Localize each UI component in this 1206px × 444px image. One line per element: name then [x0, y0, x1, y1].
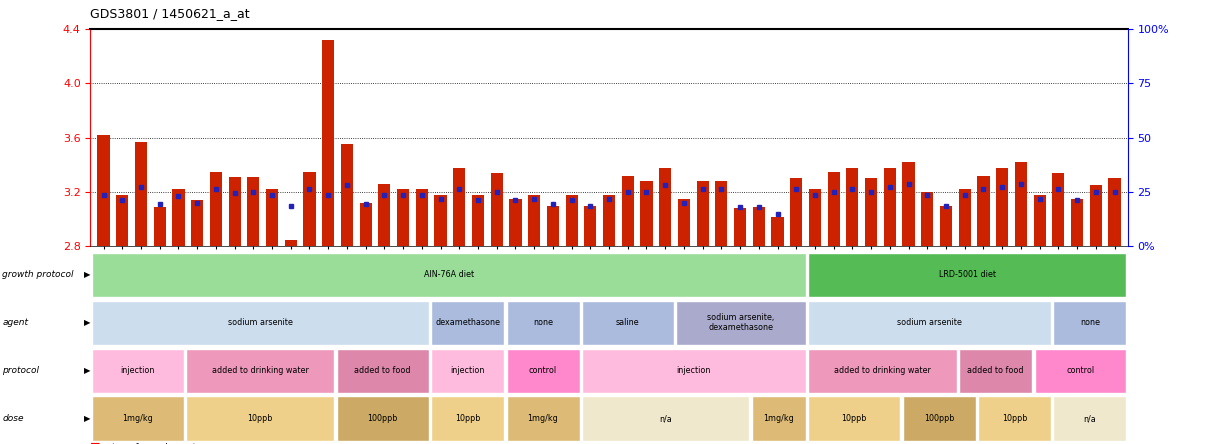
Text: sodium arsenite: sodium arsenite — [897, 318, 962, 327]
Bar — [210, 172, 222, 246]
Bar — [640, 181, 652, 246]
Bar — [827, 172, 839, 246]
Bar — [191, 200, 204, 246]
Bar — [359, 203, 371, 246]
Text: injection: injection — [121, 366, 154, 375]
Bar — [379, 184, 391, 246]
Text: 100ppb: 100ppb — [924, 414, 954, 423]
Bar — [247, 177, 259, 246]
Text: sodium arsenite: sodium arsenite — [228, 318, 293, 327]
Text: none: none — [533, 318, 554, 327]
Bar — [491, 173, 503, 246]
Bar — [772, 217, 784, 246]
Bar — [135, 142, 147, 246]
Bar — [697, 181, 709, 246]
Text: control: control — [529, 366, 557, 375]
Text: ■: ■ — [90, 442, 101, 444]
Text: 10ppb: 10ppb — [842, 414, 867, 423]
Text: none: none — [1079, 318, 1100, 327]
Bar — [416, 189, 428, 246]
Text: dexamethasone: dexamethasone — [435, 318, 500, 327]
Text: saline: saline — [616, 318, 639, 327]
Bar — [715, 181, 727, 246]
Bar — [603, 195, 615, 246]
Text: growth protocol: growth protocol — [2, 270, 74, 279]
Bar — [959, 189, 971, 246]
Bar — [865, 178, 877, 246]
Text: 1mg/kg: 1mg/kg — [763, 414, 794, 423]
Bar — [790, 178, 802, 246]
Bar — [528, 195, 540, 246]
Bar — [996, 167, 1008, 246]
Bar — [453, 167, 466, 246]
Bar — [98, 135, 110, 246]
Bar — [1090, 185, 1102, 246]
Text: agent: agent — [2, 318, 29, 327]
Bar — [847, 167, 859, 246]
Bar — [397, 189, 409, 246]
Bar — [285, 240, 297, 246]
Bar — [566, 195, 578, 246]
Bar — [267, 189, 279, 246]
Bar — [509, 199, 521, 246]
Bar — [172, 189, 185, 246]
Bar — [621, 176, 634, 246]
Bar — [1108, 178, 1120, 246]
Bar — [660, 167, 672, 246]
Text: injection: injection — [677, 366, 712, 375]
Bar — [546, 206, 558, 246]
Bar — [753, 207, 765, 246]
Text: ▶: ▶ — [83, 366, 90, 375]
Text: n/a: n/a — [1083, 414, 1096, 423]
Text: 10ppb: 10ppb — [455, 414, 480, 423]
Text: added to food: added to food — [355, 366, 411, 375]
Text: control: control — [1066, 366, 1095, 375]
Bar — [678, 199, 690, 246]
Bar — [1034, 195, 1046, 246]
Bar — [434, 195, 446, 246]
Text: added to drinking water: added to drinking water — [212, 366, 309, 375]
Text: LRD-5001 diet: LRD-5001 diet — [938, 270, 996, 279]
Bar — [116, 195, 128, 246]
Text: ▶: ▶ — [83, 414, 90, 423]
Bar — [1071, 199, 1083, 246]
Bar — [153, 207, 165, 246]
Text: 100ppb: 100ppb — [368, 414, 398, 423]
Text: 1mg/kg: 1mg/kg — [528, 414, 558, 423]
Text: dose: dose — [2, 414, 24, 423]
Text: sodium arsenite,
dexamethasone: sodium arsenite, dexamethasone — [708, 313, 774, 333]
Bar — [1053, 173, 1065, 246]
Bar — [1014, 162, 1028, 246]
Bar — [322, 40, 334, 246]
Text: 10ppb: 10ppb — [1002, 414, 1028, 423]
Bar — [341, 144, 353, 246]
Text: n/a: n/a — [660, 414, 672, 423]
Text: 1mg/kg: 1mg/kg — [122, 414, 153, 423]
Text: ▶: ▶ — [83, 318, 90, 327]
Bar — [902, 162, 914, 246]
Bar — [584, 206, 597, 246]
Text: 10ppb: 10ppb — [247, 414, 273, 423]
Bar — [734, 208, 747, 246]
Text: protocol: protocol — [2, 366, 40, 375]
Bar — [228, 177, 241, 246]
Text: added to food: added to food — [967, 366, 1024, 375]
Bar — [884, 167, 896, 246]
Bar — [939, 206, 952, 246]
Bar — [921, 192, 933, 246]
Text: added to drinking water: added to drinking water — [835, 366, 931, 375]
Text: injection: injection — [450, 366, 485, 375]
Text: transformed count: transformed count — [112, 443, 197, 444]
Text: GDS3801 / 1450621_a_at: GDS3801 / 1450621_a_at — [90, 7, 250, 20]
Bar — [472, 195, 484, 246]
Bar — [809, 189, 821, 246]
Bar — [304, 172, 316, 246]
Bar — [977, 176, 990, 246]
Text: ▶: ▶ — [83, 270, 90, 279]
Text: AIN-76A diet: AIN-76A diet — [423, 270, 474, 279]
